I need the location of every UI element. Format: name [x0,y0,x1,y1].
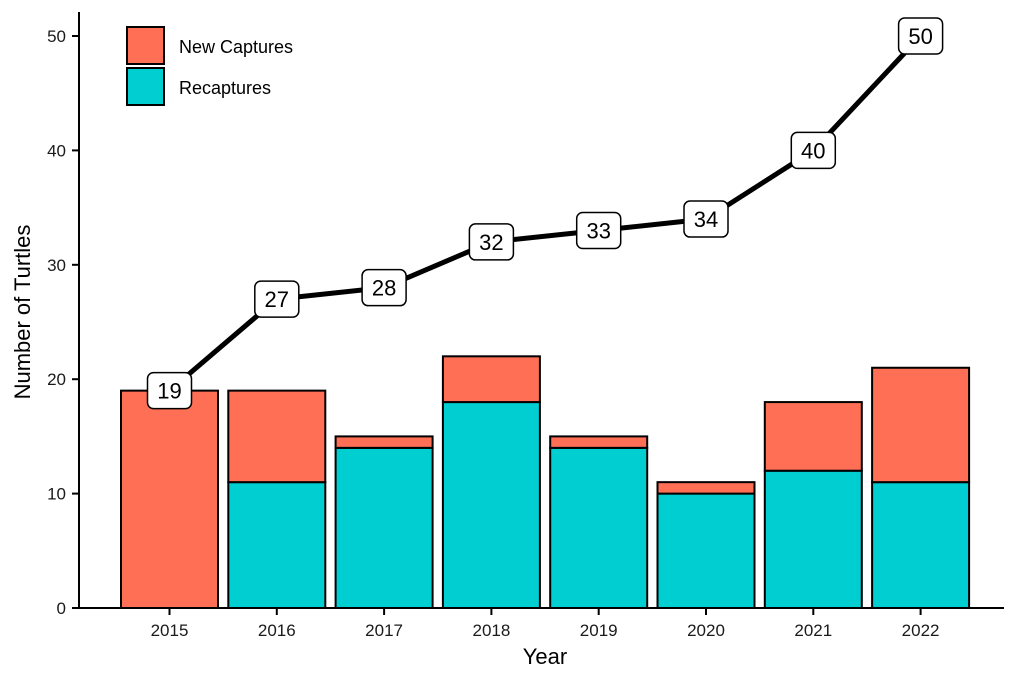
data-label-2016: 27 [254,280,300,318]
data-label-text-2015: 19 [157,379,181,404]
y-tick-label-20: 20 [47,370,66,389]
legend-swatch-recaptures [126,67,165,106]
data-label-box-2015 [146,371,193,410]
bar-recaptures-2022 [871,481,971,609]
x-tick-label-2017: 2017 [365,621,403,640]
data-label-2017: 28 [361,268,407,307]
data-label-2015: 19 [146,371,193,410]
bar-recaptures-2016 [227,481,327,609]
cumulative-line-layer: 19 27 28 32 33 34 40 50 [146,17,944,410]
axes-layer [78,12,1004,609]
bar-new-captures-2017 [334,435,434,449]
bar-recaptures-2020 [656,492,756,610]
legend-label-new-captures: New Captures [179,37,293,57]
data-label-box-2017 [361,268,407,307]
x-tick-label-2018: 2018 [472,621,510,640]
data-label-text-2016: 27 [265,287,289,312]
legend-swatch-new-captures [126,26,165,65]
y-axis-title: Number of Turtles [10,225,35,400]
bar-new-captures-2020 [656,481,756,495]
bar-new-captures-2021 [763,401,863,472]
data-label-2019: 33 [575,211,622,250]
bar-recaptures-2019 [549,446,649,609]
y-ticks-layer: 0 10 20 30 40 50 [47,27,79,618]
x-tick-label-2021: 2021 [794,621,832,640]
bar-new-captures-2019 [549,435,649,449]
x-tick-label-2016: 2016 [258,621,296,640]
data-label-2022: 50 [897,17,944,55]
bars-layer [120,355,971,610]
x-tick-label-2015: 2015 [151,621,189,640]
bar-new-captures-2016 [227,389,327,484]
x-ticks-layer: 2015 2016 2017 2018 2019 2020 2021 2022 [151,608,940,640]
y-tick-label-30: 30 [47,256,66,275]
data-label-box-2020 [683,200,729,238]
y-tick-label-40: 40 [47,141,66,160]
x-tick-label-2020: 2020 [687,621,725,640]
x-tick-label-2022: 2022 [902,621,940,640]
y-tick-label-0: 0 [57,599,66,618]
bar-new-captures-2018 [441,355,541,404]
bar-recaptures-2017 [334,446,434,609]
data-label-text-2019: 33 [586,218,610,243]
bar-recaptures-2018 [441,401,541,609]
data-label-box-2022 [897,17,944,55]
x-tick-label-2019: 2019 [580,621,618,640]
legend: New Captures Recaptures [126,26,293,106]
data-label-2018: 32 [468,223,515,261]
data-label-box-2021 [790,131,837,170]
bar-new-captures-2022 [871,366,971,484]
data-label-text-2021: 40 [801,138,825,163]
data-label-text-2017: 28 [372,276,396,301]
data-label-text-2022: 50 [908,24,932,49]
data-label-2020: 34 [683,200,729,238]
bar-new-captures-2015 [120,389,219,610]
data-label-box-2018 [468,223,515,261]
bar-recaptures-2021 [763,469,863,609]
y-tick-label-10: 10 [47,485,66,504]
data-label-box-2016 [254,280,300,318]
data-label-text-2020: 34 [694,207,718,232]
legend-label-recaptures: Recaptures [179,78,271,98]
data-label-box-2019 [575,211,622,250]
cumulative-line [167,33,924,394]
y-tick-label-50: 50 [47,27,66,46]
data-label-2021: 40 [790,131,837,170]
data-label-text-2018: 32 [479,230,503,255]
x-axis-title: Year [523,644,567,669]
